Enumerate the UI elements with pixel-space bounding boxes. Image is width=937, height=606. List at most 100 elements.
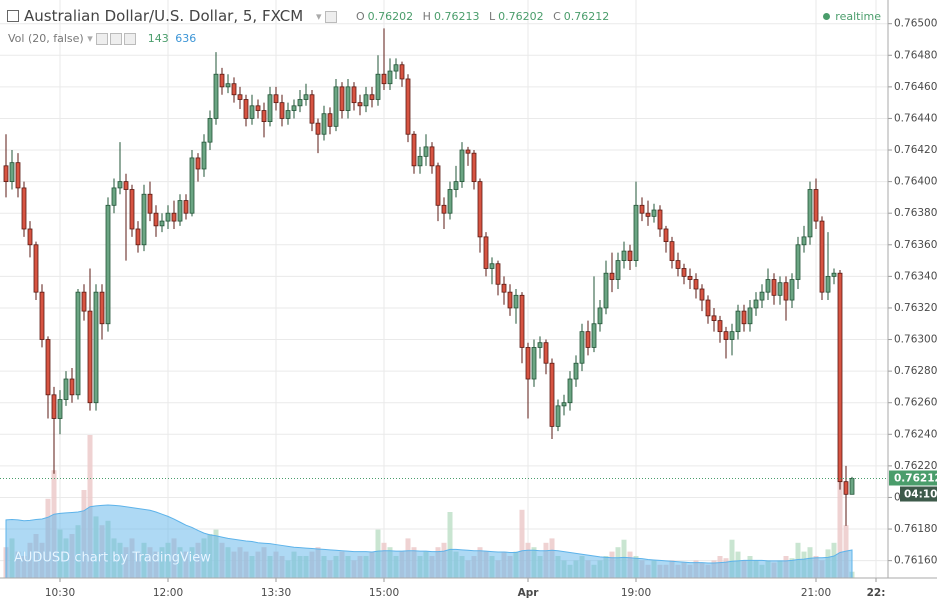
candle-body (795, 244, 801, 280)
candle-body (657, 209, 663, 230)
candle-body (321, 113, 327, 135)
candle-body (753, 299, 759, 309)
candle-body (297, 99, 303, 107)
candle-body (447, 189, 453, 214)
candle-body (663, 228, 669, 243)
study-icon[interactable] (110, 33, 123, 45)
candle-body (87, 310, 93, 404)
y-tick-label: 0.76160 (894, 555, 937, 567)
candle-body (375, 73, 381, 100)
l-label: L (488, 10, 496, 23)
candle-body (435, 165, 441, 206)
grid (0, 0, 888, 578)
y-tick-label: 0.76420 (894, 144, 937, 156)
candle-body (675, 260, 681, 269)
candle-body (789, 279, 795, 301)
candle-body (285, 110, 291, 119)
candle-body (711, 315, 717, 321)
y-tick-label: 0.76220 (894, 460, 937, 472)
candle-body (603, 272, 609, 309)
y-tick-label: 0.76460 (894, 81, 937, 93)
candle-body (237, 94, 243, 100)
y-tick-label: 0.76360 (894, 239, 937, 251)
candle-body (327, 113, 333, 127)
candle-body (771, 279, 777, 296)
candle-body (141, 193, 147, 246)
candle-body (513, 294, 519, 309)
candle-body (585, 331, 591, 348)
candle-body (747, 307, 753, 325)
y-tick-label: 0.76320 (894, 302, 937, 314)
study-icon[interactable] (124, 33, 137, 45)
candle-body (171, 212, 177, 222)
candle-body (807, 189, 813, 238)
candle-body (261, 110, 267, 123)
candle-body (669, 241, 675, 261)
menu-icons[interactable]: ▾ (316, 10, 339, 23)
x-tick-label: Apr (518, 587, 540, 599)
candle-body (831, 272, 837, 277)
x-tick-label: 10:30 (45, 587, 75, 599)
candle-body (315, 122, 321, 135)
candle-body (507, 291, 513, 309)
volume-pane (3, 435, 855, 579)
volume-value: 143 (147, 32, 169, 45)
candle-body (501, 283, 507, 293)
candle-body (9, 162, 15, 183)
candle-body (405, 78, 411, 135)
symbol-title[interactable]: Australian Dollar/U.S. Dollar, 5, FXCM (24, 7, 304, 25)
candle-body (477, 181, 483, 238)
candle-body (45, 339, 51, 396)
candle-body (381, 73, 387, 85)
candle-body (639, 204, 645, 214)
candle-body (345, 86, 351, 111)
study-icon[interactable] (96, 33, 109, 45)
symbol-icon[interactable] (7, 9, 21, 22)
candle-body (843, 481, 849, 495)
candle-body (399, 64, 405, 80)
candle-body (387, 70, 393, 85)
candle-body (27, 228, 33, 246)
candle-body (723, 331, 729, 340)
candle-body (717, 320, 723, 333)
candle-body (99, 291, 105, 325)
candle-body (471, 152, 477, 183)
candle-body (69, 378, 75, 396)
c-value: 0.76212 (563, 10, 610, 23)
candle-body (93, 291, 99, 404)
candle-body (453, 181, 459, 190)
candle-body (189, 157, 195, 214)
candle-body (117, 181, 123, 189)
candle-body (801, 236, 807, 246)
volume-bar (447, 512, 453, 578)
volume-study[interactable]: Vol (20, false) (8, 32, 84, 45)
candle-body (33, 244, 39, 293)
h-label: H (422, 10, 431, 23)
candle-body (207, 118, 213, 143)
candle-body (525, 347, 531, 380)
y-tick-label: 0.76500 (894, 18, 937, 30)
candle-body (735, 310, 741, 333)
x-tick-label: 22: (867, 587, 886, 599)
volume-ma-area (5, 504, 853, 579)
candle-body (459, 149, 465, 183)
candle-body (819, 220, 825, 293)
volume-ma-value: 636 (175, 32, 197, 45)
candle-body (195, 157, 201, 170)
x-tick-label: 21:00 (801, 587, 831, 599)
candle-body (63, 378, 69, 400)
last-price-label: 0.76212 (894, 473, 937, 485)
candle-body (15, 162, 21, 189)
candle-body (483, 236, 489, 269)
y-tick-label: 0.76280 (894, 365, 937, 377)
candle-body (339, 86, 345, 111)
candle-body (219, 73, 225, 88)
o-value: 0.76202 (367, 10, 414, 23)
candle-body (561, 402, 567, 407)
candle-body (75, 291, 81, 396)
candle-body (165, 212, 171, 222)
x-tick-label: 15:00 (369, 587, 399, 599)
candle-body (369, 94, 375, 100)
